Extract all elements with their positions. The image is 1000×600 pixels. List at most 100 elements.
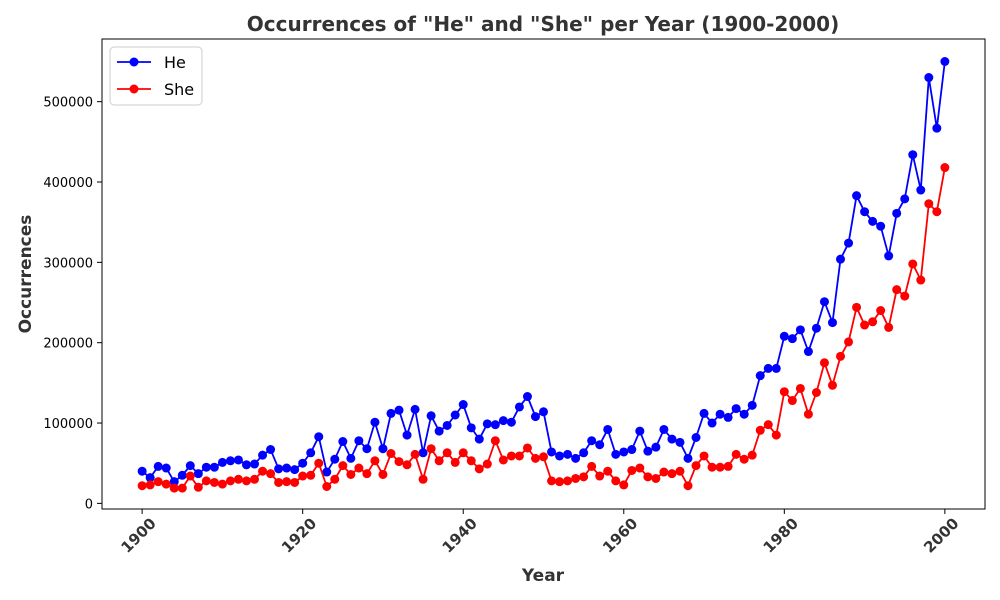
x-axis-ticks: 1900 1920 1940 1960 1980 2000 bbox=[117, 509, 962, 557]
data-point-she bbox=[819, 358, 829, 368]
data-point-she bbox=[771, 430, 781, 440]
data-point-she bbox=[274, 477, 284, 487]
legend-marker-he bbox=[129, 57, 139, 67]
data-point-he bbox=[209, 462, 219, 472]
data-point-he bbox=[563, 449, 573, 459]
x-tick-label: 1960 bbox=[599, 514, 641, 556]
data-point-she bbox=[908, 259, 918, 269]
data-point-she bbox=[498, 455, 508, 465]
data-point-he bbox=[723, 412, 733, 422]
data-point-she bbox=[763, 420, 773, 430]
data-point-she bbox=[137, 481, 147, 491]
y-tick-label: 0 bbox=[85, 497, 93, 512]
data-point-she bbox=[306, 470, 316, 480]
data-point-she bbox=[386, 449, 396, 459]
data-point-he bbox=[908, 150, 918, 160]
data-point-she bbox=[209, 477, 219, 487]
data-point-she bbox=[217, 479, 227, 489]
data-point-she bbox=[169, 483, 179, 493]
data-point-she bbox=[635, 463, 645, 473]
data-point-she bbox=[490, 436, 500, 446]
data-point-she bbox=[314, 458, 324, 468]
data-point-she bbox=[442, 448, 452, 458]
data-point-he bbox=[346, 453, 356, 463]
data-point-she bbox=[836, 351, 846, 361]
chart-title: Occurrences of "He" and "She" per Year (… bbox=[247, 12, 839, 36]
data-point-she bbox=[394, 457, 404, 467]
data-point-she bbox=[506, 451, 516, 461]
data-point-she bbox=[884, 322, 894, 332]
data-point-she bbox=[603, 466, 613, 476]
data-point-she bbox=[530, 453, 540, 463]
data-point-she bbox=[153, 477, 163, 487]
x-tick-label: 1940 bbox=[439, 514, 481, 556]
data-point-he bbox=[643, 446, 653, 456]
data-point-he bbox=[514, 402, 524, 412]
data-point-he bbox=[137, 466, 147, 476]
data-point-he bbox=[707, 418, 717, 428]
data-point-she bbox=[643, 472, 653, 482]
data-point-she bbox=[852, 302, 862, 312]
data-point-she bbox=[426, 444, 436, 454]
data-point-he bbox=[442, 420, 452, 430]
series-line-she bbox=[142, 167, 946, 490]
series-she bbox=[137, 163, 950, 493]
data-point-he bbox=[884, 251, 894, 261]
data-point-she bbox=[627, 465, 637, 475]
data-point-she bbox=[876, 306, 886, 316]
x-axis-label: Year bbox=[521, 566, 565, 586]
data-point-she bbox=[258, 466, 268, 476]
data-point-she bbox=[868, 317, 878, 327]
y-tick-label: 200000 bbox=[43, 337, 93, 352]
y-tick-label: 500000 bbox=[43, 96, 93, 111]
data-point-she bbox=[723, 461, 733, 471]
data-point-she bbox=[402, 460, 412, 470]
data-point-she bbox=[892, 285, 902, 295]
data-point-she bbox=[844, 337, 854, 347]
legend-marker-she bbox=[129, 84, 139, 94]
data-point-he bbox=[474, 434, 484, 444]
data-point-he bbox=[860, 207, 870, 217]
legend-label-he: He bbox=[164, 53, 186, 72]
data-point-he bbox=[916, 185, 926, 195]
data-point-he bbox=[771, 363, 781, 373]
data-point-he bbox=[426, 411, 436, 421]
data-point-he bbox=[803, 347, 813, 357]
data-point-he bbox=[747, 400, 757, 410]
data-point-she bbox=[587, 461, 597, 471]
data-point-he bbox=[787, 334, 797, 344]
data-point-he bbox=[715, 409, 725, 419]
data-point-she bbox=[787, 396, 797, 406]
data-point-she bbox=[522, 443, 532, 453]
data-point-she bbox=[466, 456, 476, 466]
series-he bbox=[137, 57, 950, 487]
data-point-she bbox=[193, 482, 203, 492]
data-point-she bbox=[707, 462, 717, 472]
data-point-he bbox=[811, 323, 821, 333]
data-point-he bbox=[193, 469, 203, 479]
legend-item-he: He bbox=[117, 53, 186, 72]
series-line-he bbox=[141, 61, 946, 483]
data-point-he bbox=[611, 449, 621, 459]
data-point-he bbox=[892, 208, 902, 218]
data-point-he bbox=[402, 430, 412, 440]
data-point-she bbox=[675, 466, 685, 476]
data-point-he bbox=[836, 254, 846, 264]
data-point-she bbox=[579, 472, 589, 482]
y-tick-label: 300000 bbox=[43, 256, 93, 271]
data-point-he bbox=[795, 325, 805, 335]
data-point-he bbox=[466, 423, 476, 433]
data-point-she bbox=[715, 462, 725, 472]
data-point-he bbox=[225, 456, 235, 466]
data-point-she bbox=[651, 473, 661, 483]
data-point-she bbox=[827, 380, 837, 390]
data-point-he bbox=[330, 454, 340, 464]
data-point-he bbox=[217, 457, 227, 467]
data-point-she bbox=[747, 450, 757, 460]
data-point-he bbox=[410, 404, 420, 414]
data-point-he bbox=[169, 477, 179, 487]
data-point-she bbox=[571, 473, 581, 483]
y-axis-ticks: 0 100000 200000 300000 400000 500000 bbox=[43, 96, 102, 512]
